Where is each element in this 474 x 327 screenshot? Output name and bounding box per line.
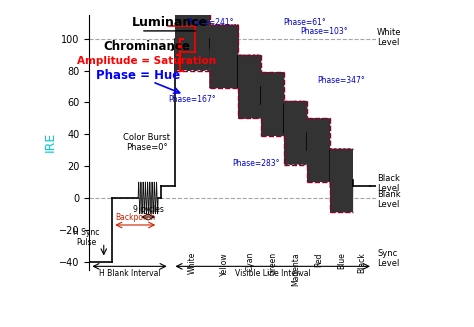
Text: Red: Red bbox=[314, 252, 323, 267]
Text: Green: Green bbox=[268, 252, 277, 275]
Text: Backporch: Backporch bbox=[115, 213, 155, 222]
Text: Black: Black bbox=[357, 252, 366, 273]
Text: Phase = Hue: Phase = Hue bbox=[96, 69, 180, 82]
Text: White
Level: White Level bbox=[377, 27, 401, 47]
Text: White: White bbox=[188, 252, 197, 274]
Text: H Blank Interval: H Blank Interval bbox=[99, 269, 160, 278]
Text: Blue: Blue bbox=[337, 252, 346, 269]
Text: Phase=241°: Phase=241° bbox=[186, 18, 234, 26]
Text: Amplitude = Saturation: Amplitude = Saturation bbox=[77, 56, 216, 66]
Text: Cyan: Cyan bbox=[245, 252, 254, 271]
Text: Luminance: Luminance bbox=[132, 16, 208, 29]
Text: Phase=347°: Phase=347° bbox=[318, 77, 365, 85]
Text: H Sync
Pulse: H Sync Pulse bbox=[73, 228, 100, 248]
Text: Black
Level: Black Level bbox=[377, 174, 400, 193]
Text: Visible Line Interval: Visible Line Interval bbox=[235, 269, 310, 278]
Text: Magenta: Magenta bbox=[291, 252, 300, 286]
Text: Phase=167°: Phase=167° bbox=[169, 95, 216, 105]
Text: Phase=103°: Phase=103° bbox=[301, 27, 348, 36]
Text: Chrominance: Chrominance bbox=[103, 40, 190, 53]
Text: Phase=283°: Phase=283° bbox=[232, 159, 279, 168]
Y-axis label: IRE: IRE bbox=[44, 132, 56, 152]
Text: Blank
Level: Blank Level bbox=[377, 190, 401, 209]
Text: Phase=61°: Phase=61° bbox=[283, 18, 326, 26]
Text: Sync
Level: Sync Level bbox=[377, 249, 400, 268]
Text: 9 cycles: 9 cycles bbox=[133, 205, 164, 214]
Text: Color Burst
Phase=0°: Color Burst Phase=0° bbox=[123, 132, 170, 152]
Text: Yellow: Yellow bbox=[219, 252, 228, 276]
